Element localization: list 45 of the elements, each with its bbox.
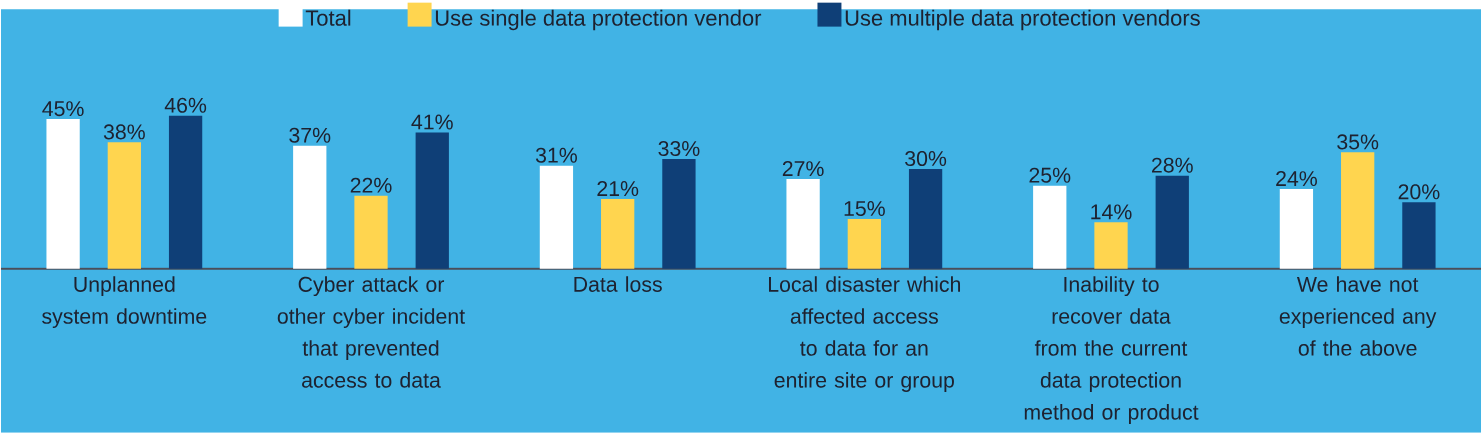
bar xyxy=(601,199,635,270)
bar xyxy=(662,159,696,270)
data-label: 35% xyxy=(1337,134,1379,150)
bar xyxy=(539,165,574,270)
bar xyxy=(354,195,388,270)
bar xyxy=(415,132,449,270)
bar xyxy=(1033,185,1067,270)
data-label: 41% xyxy=(411,114,453,130)
data-label: 20% xyxy=(1398,184,1440,200)
legend-label: Use single data protection vendor xyxy=(435,9,762,31)
bar xyxy=(1155,175,1189,270)
bar xyxy=(46,119,80,270)
bar xyxy=(293,145,327,270)
data-label: 30% xyxy=(905,151,947,167)
bar xyxy=(847,219,881,270)
legend-label: Total xyxy=(305,9,351,26)
bar xyxy=(1341,152,1375,270)
data-label: 45% xyxy=(42,101,84,117)
x-tick-label: Inability to recover data from the current data protection method or product xyxy=(1024,276,1199,425)
legend-label: Use multiple data protection vendors xyxy=(845,9,1200,31)
data-label: 21% xyxy=(597,181,639,197)
data-label: 22% xyxy=(350,177,392,193)
bar xyxy=(1279,189,1314,270)
x-tick-label: Data loss xyxy=(574,276,662,293)
x-tick-label: Cyber attack or other cyber incident that prevented access to data xyxy=(277,276,465,388)
x-tick-label: Local disaster which affected access to data for an entire site or group xyxy=(769,276,960,393)
x-tick-label: Unplanned system downtime xyxy=(42,276,207,329)
data-label: 33% xyxy=(658,141,700,157)
bar xyxy=(908,169,943,270)
data-label: 31% xyxy=(535,147,577,163)
data-label: 27% xyxy=(782,161,824,177)
data-label: 24% xyxy=(1276,171,1317,187)
data-label: 28% xyxy=(1152,157,1193,173)
data-label: 25% xyxy=(1029,167,1071,183)
bar xyxy=(1094,222,1128,270)
x-tick-label: We have not experienced any of the above xyxy=(1279,276,1437,356)
data-label: 15% xyxy=(844,201,885,217)
data-label: 46% xyxy=(164,97,207,113)
bar xyxy=(168,115,203,270)
data-label: 37% xyxy=(289,127,331,143)
data-label: 38% xyxy=(103,124,145,140)
bar xyxy=(1402,202,1436,270)
bar xyxy=(107,142,141,270)
bar xyxy=(786,179,820,270)
data-label: 14% xyxy=(1091,204,1132,220)
